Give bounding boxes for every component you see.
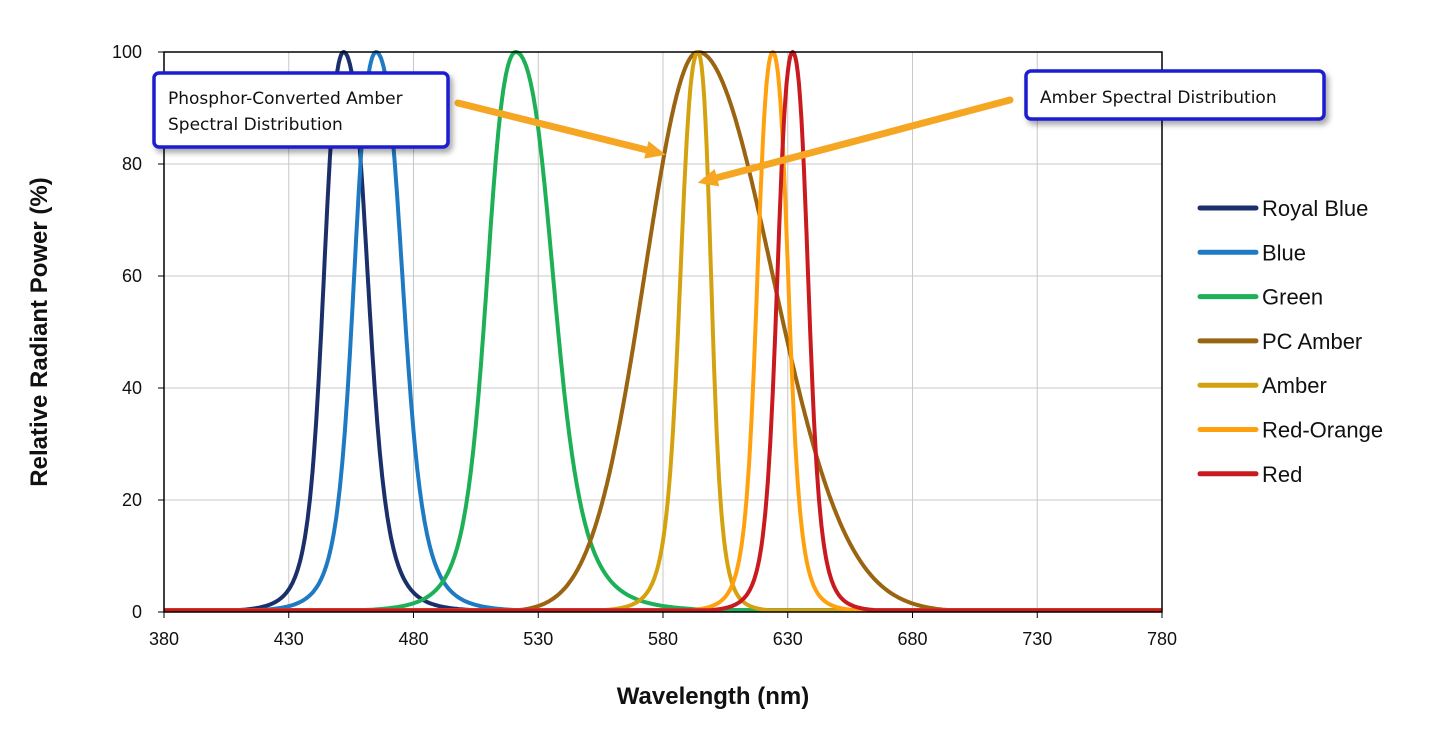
- series-line-red: [163, 50, 1163, 613]
- x-tick-label: 480: [398, 629, 428, 649]
- y-tick-label: 20: [122, 490, 142, 510]
- y-tick-label: 60: [122, 266, 142, 286]
- annotation-box-amber: [1024, 69, 1326, 121]
- x-tick-label: 780: [1147, 629, 1177, 649]
- annotation-text-pc-amber: Spectral Distribution: [168, 115, 343, 135]
- annotation-arrow: [701, 96, 1014, 185]
- annotation-text-amber: Amber Spectral Distribution: [1040, 88, 1277, 108]
- annotation-text-pc-amber: Phosphor-Converted Amber: [168, 89, 403, 109]
- x-tick-label: 380: [149, 629, 179, 649]
- legend-label-blue: Blue: [1262, 240, 1306, 265]
- legend-label-royal-blue: Royal Blue: [1262, 196, 1368, 221]
- y-tick-label: 100: [112, 42, 142, 62]
- legend-label-amber: Amber: [1262, 373, 1327, 398]
- x-tick-label: 630: [773, 629, 803, 649]
- y-axis-title: Relative Radiant Power (%): [26, 177, 53, 486]
- x-tick-label: 730: [1022, 629, 1052, 649]
- annotation-box-pc-amber: [152, 71, 450, 149]
- x-tick-label: 430: [274, 629, 304, 649]
- legend-label-red-orange: Red-Orange: [1262, 418, 1383, 443]
- axis-ticks: 380 430 480 530 580 630 680 730 780 0 20 40 60 80 100: [112, 42, 1177, 649]
- x-tick-label: 580: [648, 629, 678, 649]
- x-tick-label: 680: [897, 629, 927, 649]
- y-tick-label: 80: [122, 154, 142, 174]
- annotation-arrowhead: [644, 141, 666, 159]
- legend-label-green: Green: [1262, 285, 1323, 310]
- x-tick-label: 530: [523, 629, 553, 649]
- legend-label-red: Red: [1262, 462, 1302, 487]
- series-lines: [163, 50, 1163, 613]
- legend-label-pc-amber: PC Amber: [1262, 329, 1362, 354]
- y-tick-label: 0: [132, 602, 142, 622]
- annotation-arrow: [454, 99, 662, 157]
- x-axis-title: Wavelength (nm): [617, 683, 809, 710]
- annotations: Phosphor-Converted Amber Spectral Distrib…: [152, 69, 1326, 187]
- y-tick-label: 40: [122, 378, 142, 398]
- legend: Royal Blue Blue Green PC Amber Amber Red-Oran…: [1197, 196, 1383, 487]
- annotation-arrowhead: [697, 169, 720, 187]
